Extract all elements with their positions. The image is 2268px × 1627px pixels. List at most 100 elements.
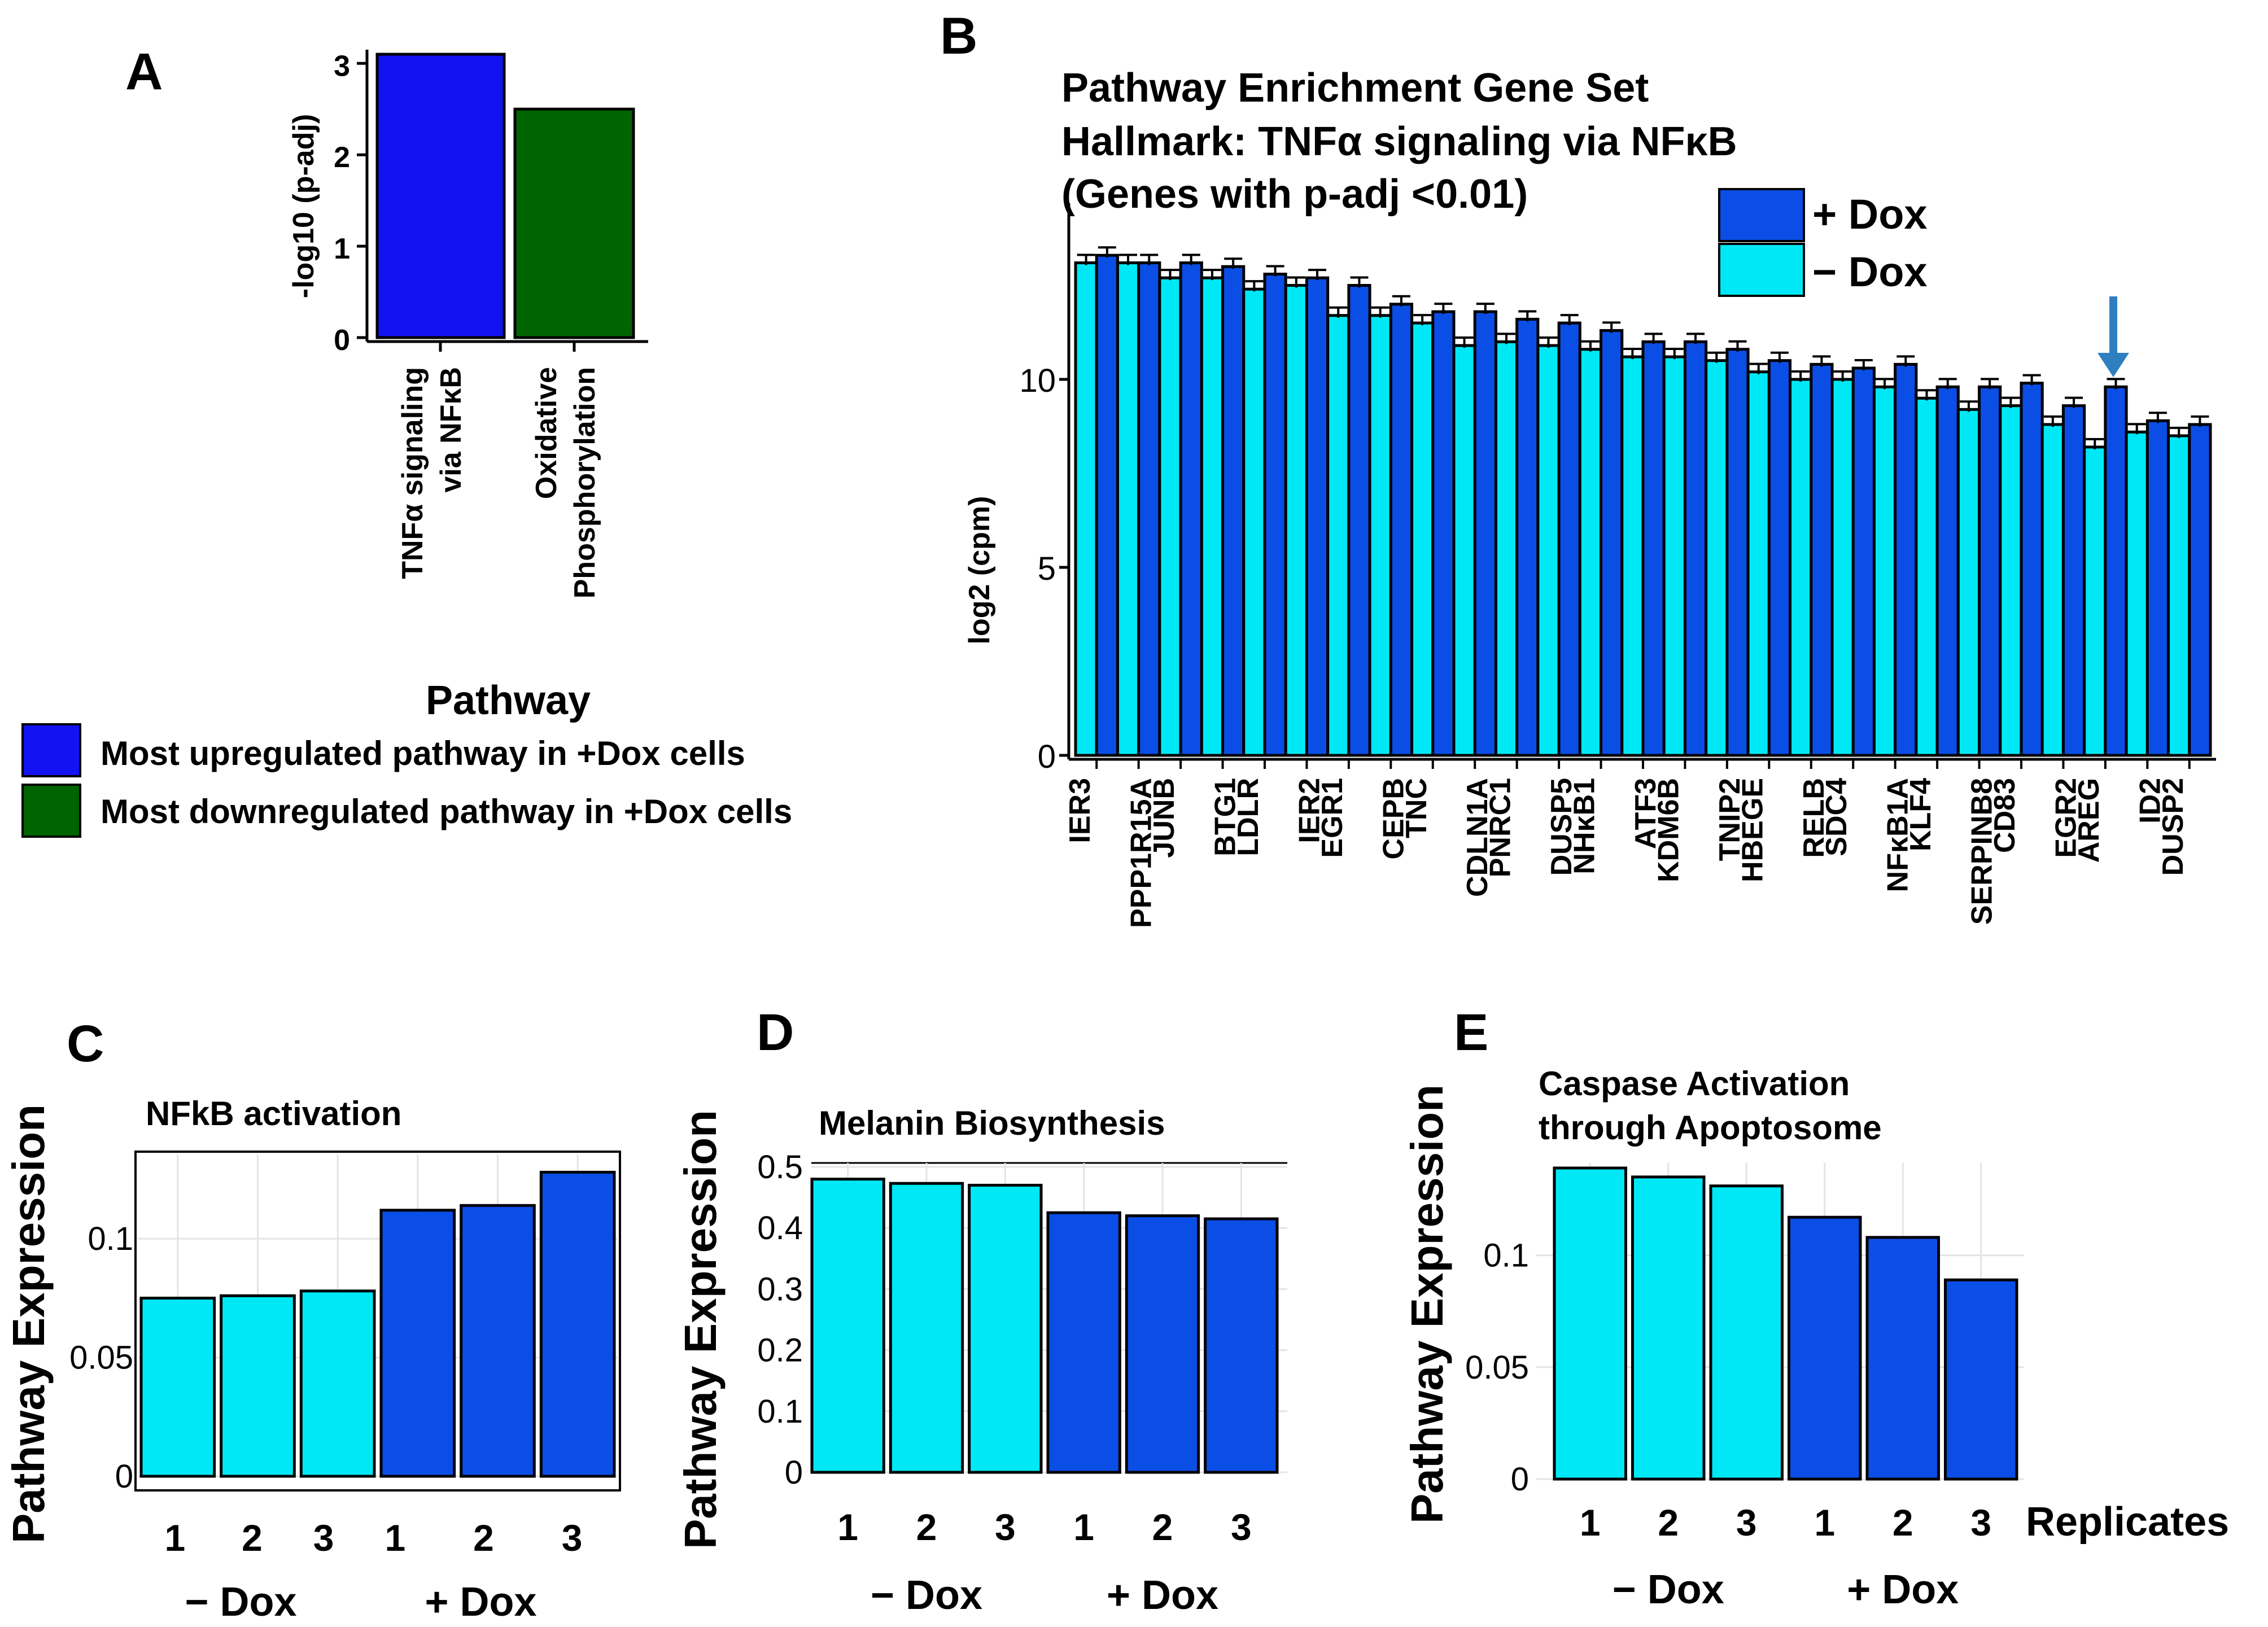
panel-b-gene-label: AREG (2073, 778, 2105, 863)
legend-swatch-minus-dox (1718, 243, 1805, 297)
panel-b-gene-label: CD83 (1989, 778, 2021, 853)
panel-d: D Melanin Biosynthesis Pathway Expressio… (675, 1004, 1287, 1618)
panel-b-bar-plus-dox (1305, 276, 1330, 757)
panel-a-legend-title: Pathway (426, 678, 591, 723)
panel-d-group-label: − Dox (871, 1573, 982, 1618)
panel-b-bar-minus-dox (1284, 284, 1308, 757)
panel-b-bar-plus-dox (1600, 329, 1624, 757)
panel-c-group-label: − Dox (185, 1580, 296, 1625)
panel-b-gene-label: HBEGE (1736, 778, 1769, 882)
panel-b-bar-plus-dox (1978, 385, 2002, 757)
panel-c-bar-plus-dox (539, 1170, 616, 1478)
panel-b-bar-plus-dox (2145, 419, 2170, 757)
panel-b: B Pathway Enrichment Gene Set Hallmark: … (940, 7, 2216, 928)
panel-a-ylabel: -log10 (p-adj) (287, 114, 320, 298)
panel-b-bar-plus-dox (1221, 265, 1246, 757)
panel-label-c: C (67, 1015, 104, 1073)
panel-a-bar (513, 107, 635, 339)
panel-d-xtick-label: 3 (1231, 1506, 1252, 1548)
panel-b-bar-plus-dox (1431, 310, 1456, 757)
panel-c-group-label: + Dox (425, 1580, 536, 1625)
panel-c-ytick-label: 0 (115, 1458, 133, 1495)
panel-b-bar-minus-dox (1158, 276, 1182, 757)
panel-b-title-line-3: (Genes with p-adj <0.01) (1061, 172, 1528, 217)
panel-d-xtick-label: 1 (1073, 1506, 1094, 1548)
panel-b-ylabel: log2 (cpm) (963, 496, 996, 645)
panel-d-bar-minus-dox (810, 1178, 885, 1474)
panel-e-xtick-label: 3 (1970, 1502, 1991, 1543)
panel-d-xtick-label: 3 (995, 1506, 1016, 1548)
panel-a-ytick-label: 1 (334, 233, 350, 265)
panel-b-gene-label: KDM6B (1652, 778, 1685, 882)
panel-b-ytick-label: 10 (1019, 362, 1056, 399)
panel-b-bar-minus-dox (1956, 408, 1981, 757)
panel-b-gene-label: RELB (1798, 778, 1830, 858)
panel-b-bar-plus-dox (1894, 362, 1918, 757)
panel-a: A -log10 (p-adj) 0 1 2 3 TNFα signaling via … (21, 43, 792, 838)
panel-e: E Caspase Activation through Apoptosome … (1402, 1004, 2229, 1612)
panel-b-bar-plus-dox (1263, 273, 1287, 757)
panel-b-bar-minus-dox (1326, 314, 1351, 757)
panel-b-bar-minus-dox (1074, 261, 1098, 757)
panel-b-bar-plus-dox (1095, 253, 1119, 757)
panel-b-gene-label: NFκB1A (1882, 778, 1915, 892)
panel-c-xtick-label: 2 (473, 1517, 494, 1559)
panel-d-bar-plus-dox (1046, 1211, 1121, 1474)
panel-b-bar-minus-dox (1999, 404, 2023, 757)
panel-e-bar-plus-dox (1865, 1236, 1940, 1481)
panel-b-gene-label: NHκB1 (1568, 778, 1601, 874)
panel-d-xtick-label: 2 (916, 1506, 937, 1548)
panel-e-xtick-label: 3 (1736, 1502, 1757, 1543)
panel-b-bar-minus-dox (2083, 445, 2107, 757)
panel-b-gene-label: JUNB (1148, 778, 1181, 858)
legend-label-plus-dox: + Dox (1812, 191, 1928, 238)
panel-d-bar-minus-dox (968, 1183, 1043, 1474)
panel-b-bar-minus-dox (1494, 340, 1519, 757)
legend-label-downregulated: Most downregulated pathway in +Dox cells (100, 793, 792, 830)
panel-b-bar-minus-dox (1872, 385, 1897, 757)
panel-b-gene-label: ATF3 (1629, 778, 1662, 849)
panel-b-bar-minus-dox (1789, 378, 1813, 757)
panel-b-ytick-label: 0 (1038, 738, 1056, 775)
panel-b-gene-label: DUSP5 (1545, 778, 1578, 876)
panel-c-xtick-label: 1 (164, 1517, 185, 1559)
panel-c-xtick-label: 3 (313, 1517, 334, 1559)
panel-b-bar-minus-dox (2167, 434, 2191, 757)
panel-b-gene-label: EGR1 (1316, 778, 1349, 858)
panel-b-bar-minus-dox (1200, 276, 1225, 757)
panel-b-bar-minus-dox (2040, 423, 2065, 757)
panel-b-bar-plus-dox (1557, 321, 1581, 757)
panel-b-gene-label: DUSP2 (2157, 778, 2190, 876)
panel-b-gene-label: TNIP2 (1714, 778, 1746, 861)
panel-e-ytick-label: 0.1 (1483, 1237, 1529, 1274)
panel-b-bar-plus-dox (1851, 366, 1876, 757)
panel-a-xtick-label: via NFκB (435, 367, 467, 493)
panel-a-xtick-label: Phosphorylation (569, 367, 601, 598)
panel-b-bar-plus-dox (2188, 423, 2212, 757)
panel-a-ytick-label: 0 (334, 324, 350, 357)
arrow-head (2097, 353, 2129, 377)
panel-b-bar-minus-dox (1662, 355, 1686, 757)
panel-c-plot-frame (134, 1151, 621, 1492)
panel-b-bar-plus-dox (1347, 284, 1371, 757)
panel-b-bar-plus-dox (2104, 385, 2128, 757)
panel-c-bar-minus-dox (139, 1296, 216, 1478)
panel-d-bar-plus-dox (1125, 1214, 1200, 1474)
panel-e-bar-plus-dox (1944, 1278, 2018, 1481)
panel-b-bar-minus-dox (1536, 344, 1561, 757)
panel-b-bar-minus-dox (1368, 314, 1392, 757)
panel-b-bar-plus-dox (1683, 340, 1708, 757)
panel-c-ytick-label: 0.1 (88, 1221, 133, 1257)
legend-swatch-downregulated (21, 784, 81, 838)
panel-e-xtick-label: 2 (1658, 1502, 1679, 1543)
panel-b-bar-plus-dox (1515, 317, 1540, 757)
panel-c-bar-minus-dox (220, 1294, 296, 1478)
panel-e-xlabel: Replicates (2026, 1499, 2229, 1545)
panel-b-bar-plus-dox (1935, 385, 1960, 757)
panel-e-group-label: + Dox (1847, 1567, 1959, 1612)
panel-b-title-line-1: Pathway Enrichment Gene Set (1061, 65, 1649, 111)
panel-b-gene-label: SERPINB8 (1966, 778, 1999, 925)
panel-b-bar-plus-dox (2061, 404, 2086, 757)
panel-c: C NFkB activation Pathway Expression 0 0.… (3, 1015, 621, 1625)
panel-d-ytick-label: 0 (785, 1454, 803, 1491)
